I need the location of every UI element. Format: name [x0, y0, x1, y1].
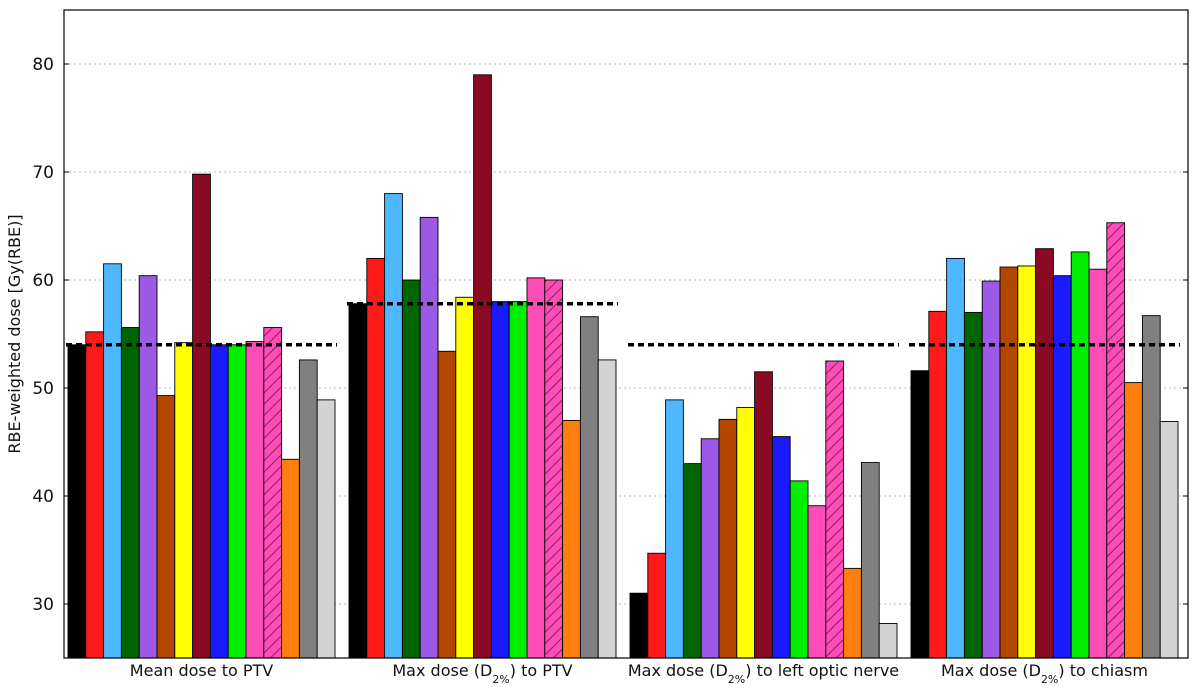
- bar-series-2-category-4: [928, 310, 948, 659]
- y-tick-label: 30: [32, 595, 54, 615]
- axes-frame: [63, 9, 1189, 659]
- x-category-label: Max dose (D2%) to chiasm: [941, 661, 1148, 686]
- bar-series-11-category-2: [526, 277, 546, 659]
- bar-layer: [67, 74, 1179, 659]
- bar-series-9-category-1: [209, 344, 229, 659]
- y-tick-label: 70: [32, 163, 54, 183]
- bar-series-12-category-3: [825, 360, 845, 659]
- bar-series-12-category-1: [263, 327, 283, 659]
- bar-series-7-category-3: [736, 406, 756, 659]
- bar-series-11-category-1: [245, 341, 265, 659]
- bar-series-15-category-1: [316, 399, 336, 659]
- x-category-label-part: ) to left optic nerve: [745, 661, 899, 680]
- x-category-label-part: Mean dose to PTV: [130, 661, 273, 680]
- bar-series-4-category-4: [963, 311, 983, 659]
- bar-series-13-category-2: [562, 419, 581, 659]
- bar-series-7-category-4: [1017, 265, 1037, 659]
- bar-series-2-category-1: [85, 331, 105, 659]
- bar-series-5-category-4: [981, 280, 1001, 659]
- bar-series-1-category-1: [67, 344, 87, 659]
- bar-series-11-category-3: [807, 505, 827, 659]
- y-tick-label: 80: [32, 55, 54, 75]
- bar-series-8-category-4: [1035, 248, 1054, 659]
- bar-series-9-category-2: [490, 301, 510, 659]
- x-category-label: Max dose (D2%) to left optic nerve: [628, 661, 899, 686]
- bar-series-9-category-4: [1052, 275, 1072, 659]
- bar-series-7-category-1: [174, 342, 194, 659]
- bar-series-5-category-3: [700, 438, 720, 659]
- bar-series-10-category-4: [1070, 251, 1090, 659]
- y-tick-label: 50: [32, 379, 54, 399]
- bar-series-8-category-3: [754, 371, 773, 659]
- bar-series-15-category-4: [1159, 421, 1179, 659]
- bar-series-12-category-2: [544, 279, 564, 659]
- y-tick-label: 60: [32, 271, 54, 291]
- bar-series-14-category-4: [1141, 315, 1161, 659]
- bar-series-11-category-4: [1088, 268, 1108, 659]
- x-category-label-part: Max dose (D: [941, 661, 1041, 680]
- bar-series-6-category-4: [999, 266, 1019, 659]
- bar-series-5-category-2: [419, 216, 439, 659]
- x-category-label: Max dose (D2%) to PTV: [392, 661, 572, 686]
- x-category-label-subscript: 2%: [492, 673, 509, 686]
- x-category-label-part: Max dose (D: [628, 661, 728, 680]
- category-label-layer: Mean dose to PTV Max dose (D2%) to PTV Max…: [130, 661, 1148, 686]
- bar-series-10-category-1: [227, 344, 247, 659]
- bar-series-1-category-4: [910, 370, 930, 659]
- bar-series-2-category-3: [647, 552, 667, 659]
- x-category-label-subscript: 2%: [728, 673, 745, 686]
- x-category-label-subscript: 2%: [1041, 673, 1058, 686]
- bar-series-13-category-3: [843, 567, 862, 659]
- bar-series-7-category-2: [455, 296, 475, 659]
- y-axis-label: RBE-weighted dose [Gy(RBE)]: [5, 214, 24, 453]
- bar-series-13-category-1: [281, 458, 300, 659]
- bar-series-3-category-4: [946, 257, 965, 659]
- bar-series-9-category-3: [771, 436, 791, 659]
- bar-series-8-category-1: [192, 173, 211, 659]
- bar-series-15-category-3: [878, 622, 898, 659]
- bar-series-10-category-2: [508, 301, 528, 659]
- bar-series-2-category-2: [366, 257, 386, 659]
- bar-series-5-category-1: [138, 275, 158, 659]
- bar-series-14-category-2: [579, 316, 599, 659]
- x-category-label-part: ) to chiasm: [1058, 661, 1148, 680]
- bar-series-15-category-2: [597, 359, 617, 659]
- bar-series-1-category-3: [629, 592, 649, 659]
- bar-series-14-category-3: [860, 462, 880, 659]
- x-category-label-part: ) to PTV: [510, 661, 573, 680]
- bar-series-6-category-1: [156, 395, 176, 659]
- bar-series-1-category-2: [348, 303, 368, 659]
- bar-series-3-category-3: [665, 399, 684, 659]
- bar-series-4-category-2: [401, 279, 421, 659]
- reference-line-layer: [66, 302, 1180, 347]
- bar-series-6-category-3: [718, 418, 738, 659]
- y-tick-label: 40: [32, 487, 54, 507]
- bar-series-6-category-2: [437, 350, 457, 659]
- bar-series-12-category-4: [1106, 222, 1126, 659]
- bar-series-13-category-4: [1124, 382, 1143, 659]
- bar-series-4-category-3: [682, 463, 702, 659]
- bar-series-4-category-1: [120, 327, 140, 659]
- bar-series-3-category-2: [384, 193, 403, 659]
- bar-series-10-category-3: [789, 480, 809, 659]
- bar-series-8-category-2: [473, 74, 492, 659]
- y-tick-layer: 30 40 50 60 70 80: [32, 55, 1188, 615]
- bar-series-3-category-1: [103, 263, 122, 659]
- x-category-label-part: Max dose (D: [392, 661, 492, 680]
- x-category-label: Mean dose to PTV: [130, 661, 273, 680]
- bar-series-14-category-1: [298, 359, 318, 659]
